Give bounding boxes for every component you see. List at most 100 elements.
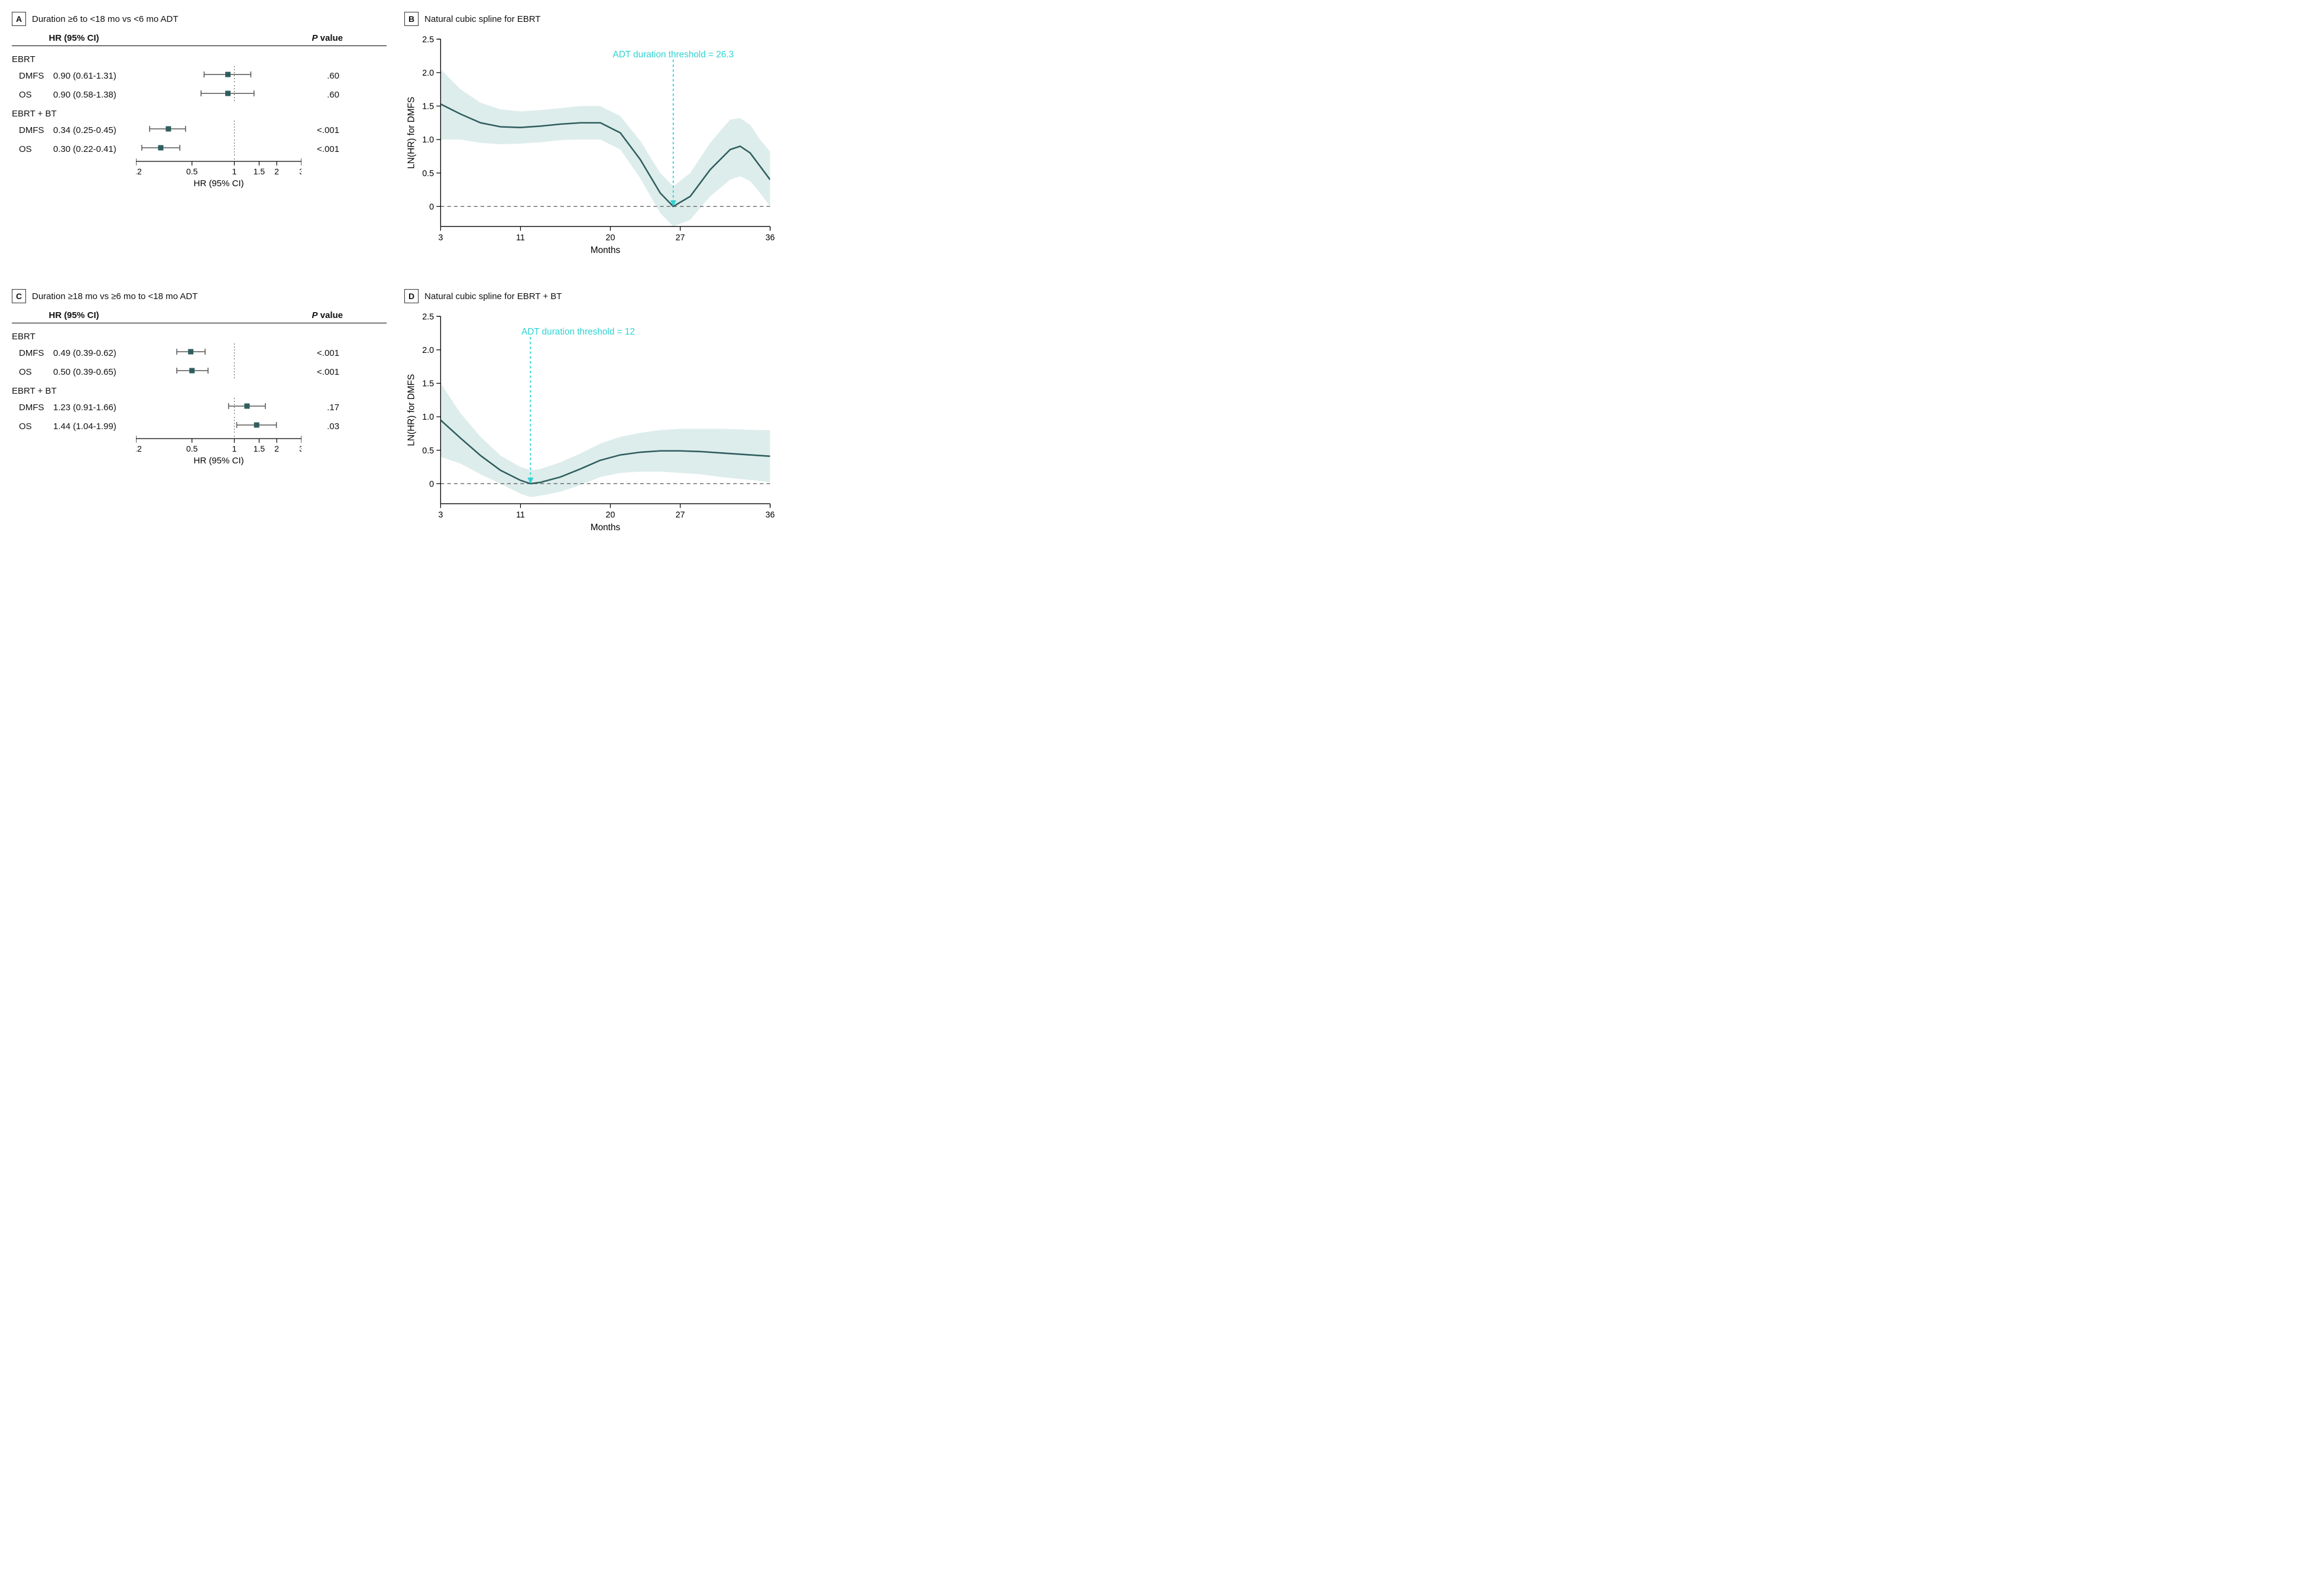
forest-hr-text: 0.49 (0.39-0.62) xyxy=(53,348,136,358)
forest-data-row: DMFS0.90 (0.61-1.31).60 xyxy=(12,66,387,85)
spline-band xyxy=(440,69,770,226)
forest-data-row: OS0.90 (0.58-1.38).60 xyxy=(12,85,387,104)
forest-header-p: P value xyxy=(301,33,343,43)
forest-row-svg xyxy=(136,398,301,414)
forest-data-row: OS0.30 (0.22-0.41)<.001 xyxy=(12,140,387,158)
svg-text:20: 20 xyxy=(605,233,615,243)
panel-title: Duration ≥6 to <18 mo vs <6 mo ADT xyxy=(32,14,179,24)
forest-chart-cell xyxy=(136,66,301,85)
panel-header: A Duration ≥6 to <18 mo vs <6 mo ADT xyxy=(12,12,387,26)
forest-hr-text: 1.44 (1.04-1.99) xyxy=(53,421,136,432)
forest-group-label: EBRT + BT xyxy=(12,106,343,119)
svg-text:0.5: 0.5 xyxy=(186,167,198,176)
forest-data-row: DMFS1.23 (0.91-1.66).17 xyxy=(12,398,387,417)
svg-text:1.5: 1.5 xyxy=(254,167,265,176)
forest-chart-cell xyxy=(136,417,301,436)
forest-header-hr: HR (95% CI) xyxy=(12,33,136,43)
forest-plot-a: HR (95% CI)P valueEBRTDMFS0.90 (0.61-1.3… xyxy=(12,33,387,193)
forest-chart-cell xyxy=(136,343,301,362)
svg-text:0.2: 0.2 xyxy=(136,167,142,176)
panel-title: Natural cubic spline for EBRT xyxy=(424,14,540,24)
forest-data-row: DMFS0.49 (0.39-0.62)<.001 xyxy=(12,343,387,362)
svg-text:1.5: 1.5 xyxy=(254,444,265,453)
panel-title: Natural cubic spline for EBRT + BT xyxy=(424,291,562,301)
svg-text:2.5: 2.5 xyxy=(422,35,434,44)
panel-header: B Natural cubic spline for EBRT xyxy=(404,12,779,26)
panel-title: Duration ≥18 mo vs ≥6 mo to <18 mo ADT xyxy=(32,291,197,301)
svg-text:HR (95% CI): HR (95% CI) xyxy=(193,179,244,189)
forest-p-value: .60 xyxy=(301,90,343,100)
panel-letter: D xyxy=(404,289,419,303)
forest-row-svg xyxy=(136,417,301,433)
svg-text:11: 11 xyxy=(516,233,525,243)
forest-chart-cell xyxy=(136,398,301,417)
svg-text:3: 3 xyxy=(299,167,301,176)
svg-text:0.5: 0.5 xyxy=(422,169,434,179)
svg-text:1.5: 1.5 xyxy=(422,102,434,112)
svg-text:3: 3 xyxy=(438,233,443,243)
panel-letter: A xyxy=(12,12,26,26)
svg-text:1: 1 xyxy=(232,167,237,176)
panel-letter: C xyxy=(12,289,26,303)
forest-row-svg xyxy=(136,66,301,83)
spline-band xyxy=(440,384,770,497)
panel-b: B Natural cubic spline for EBRT ADT dura… xyxy=(404,12,779,259)
forest-header-p: P value xyxy=(301,310,343,320)
forest-group-row: EBRT + BT xyxy=(12,104,387,121)
spline-chart-b: ADT duration threshold = 26.331120273600… xyxy=(404,33,779,259)
forest-row-svg xyxy=(136,85,301,102)
threshold-label: ADT duration threshold = 12 xyxy=(521,327,635,337)
forest-axis-svg: 0.20.511.523HR (95% CI) xyxy=(136,436,301,468)
svg-text:0.2: 0.2 xyxy=(136,444,142,453)
svg-text:1.0: 1.0 xyxy=(422,135,434,145)
svg-text:2.0: 2.0 xyxy=(422,346,434,355)
forest-hr-text: 1.23 (0.91-1.66) xyxy=(53,403,136,413)
forest-row-svg xyxy=(136,343,301,360)
forest-outcome-label: OS xyxy=(12,421,53,432)
forest-outcome-label: OS xyxy=(12,90,53,100)
x-axis-label: Months xyxy=(591,523,621,533)
svg-text:0.5: 0.5 xyxy=(186,444,198,453)
forest-group-row: EBRT + BT xyxy=(12,381,387,398)
forest-header: HR (95% CI)P value xyxy=(12,310,387,323)
panel-d: D Natural cubic spline for EBRT + BT ADT… xyxy=(404,289,779,537)
forest-chart-cell xyxy=(136,85,301,104)
panel-c: C Duration ≥18 mo vs ≥6 mo to <18 mo ADT… xyxy=(12,289,387,537)
forest-axis-row: 0.2 0.5 1 1.5 2 3 HR (95% CI) xyxy=(12,158,387,193)
forest-axis-cell: 0.2 0.5 1 1.5 2 3 HR (95% CI) xyxy=(136,158,301,193)
forest-row-svg xyxy=(136,140,301,156)
panel-header: D Natural cubic spline for EBRT + BT xyxy=(404,289,779,303)
forest-data-row: OS0.50 (0.39-0.65)<.001 xyxy=(12,362,387,381)
forest-group-row: EBRT xyxy=(12,50,387,66)
svg-text:11: 11 xyxy=(516,511,525,520)
forest-group-label: EBRT xyxy=(12,52,343,64)
threshold-label: ADT duration threshold = 26.3 xyxy=(613,50,734,60)
svg-text:2.0: 2.0 xyxy=(422,69,434,78)
forest-group-label: EBRT xyxy=(12,329,343,342)
x-axis-label: Months xyxy=(591,245,621,255)
svg-text:1.0: 1.0 xyxy=(422,413,434,422)
forest-outcome-label: DMFS xyxy=(12,125,53,135)
forest-data-row: OS1.44 (1.04-1.99) .03 xyxy=(12,417,387,436)
svg-text:0: 0 xyxy=(429,480,434,489)
forest-p-value: .03 xyxy=(301,421,343,432)
forest-hr-text: 0.90 (0.61-1.31) xyxy=(53,71,136,81)
svg-text:2: 2 xyxy=(274,167,279,176)
svg-text:36: 36 xyxy=(766,233,775,243)
forest-p-value: <.001 xyxy=(301,348,343,358)
forest-chart-cell xyxy=(136,121,301,140)
forest-plot-c: HR (95% CI)P valueEBRTDMFS0.49 (0.39-0.6… xyxy=(12,310,387,471)
forest-axis-row: 0.20.511.523HR (95% CI) xyxy=(12,436,387,471)
forest-header: HR (95% CI) P value xyxy=(12,33,387,46)
forest-outcome-label: OS xyxy=(12,367,53,377)
spline-svg: ADT duration threshold = 26.331120273600… xyxy=(404,33,779,257)
y-axis-label: LN(HR) for DMFS xyxy=(406,97,416,169)
forest-p-value: <.001 xyxy=(301,367,343,377)
forest-p-value: .17 xyxy=(301,403,343,413)
svg-text:1.5: 1.5 xyxy=(422,379,434,389)
svg-text:3: 3 xyxy=(438,511,443,520)
svg-text:2: 2 xyxy=(274,444,279,453)
svg-text:27: 27 xyxy=(676,233,685,243)
forest-p-value: <.001 xyxy=(301,125,343,135)
svg-text:27: 27 xyxy=(676,511,685,520)
